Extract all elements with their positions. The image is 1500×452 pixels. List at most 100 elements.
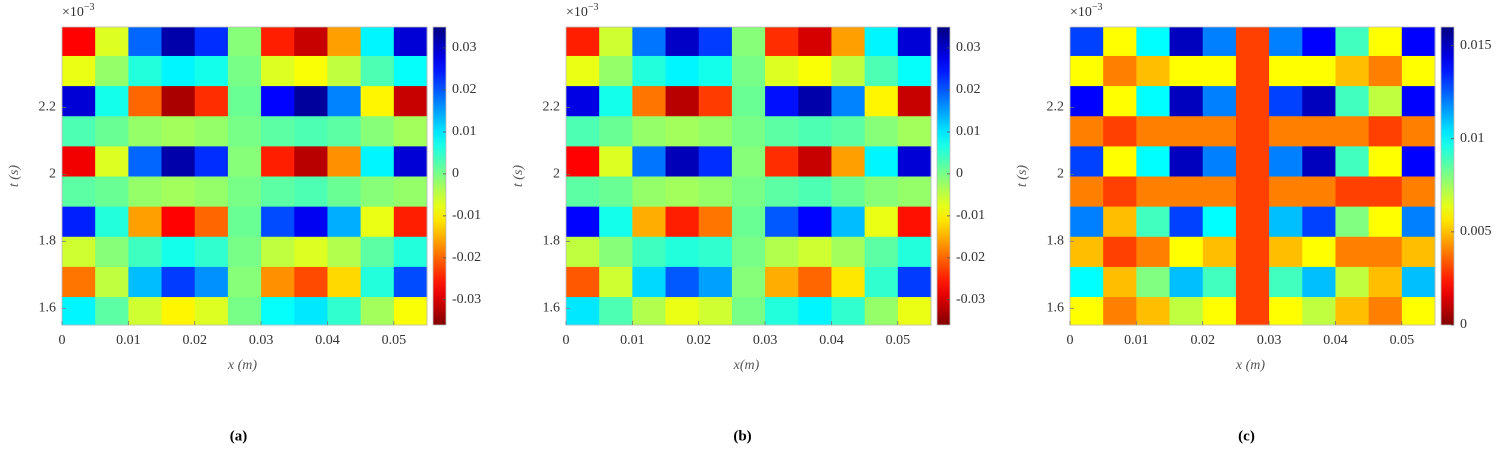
heatmap-cell (1169, 266, 1204, 298)
heatmap-cell (731, 115, 766, 147)
heatmap-cell (95, 85, 129, 117)
heatmap-cell (698, 115, 733, 147)
heatmap-cell (227, 85, 262, 117)
colorbar (936, 26, 951, 326)
heatmap-cell (665, 55, 700, 87)
heatmap-cell (128, 266, 163, 298)
heatmap-cell (897, 176, 932, 207)
heatmap-cell (161, 176, 196, 207)
heatmap-cell (731, 176, 766, 207)
heatmap-cell (1368, 55, 1403, 87)
heatmap-cell (95, 296, 129, 326)
colorbar-tick-label: -0.03 (956, 292, 985, 307)
heatmap-cell (765, 296, 799, 326)
x-axis-label: x (m) (227, 358, 257, 373)
heatmap-cell (1368, 206, 1403, 237)
heatmap-cell (1302, 266, 1336, 298)
heatmap-cell (1235, 85, 1270, 117)
colorbar-tick-label: 0.03 (956, 40, 981, 55)
heatmap-cell (599, 176, 633, 207)
heatmap-cell (261, 145, 295, 177)
heatmap-cell (765, 266, 799, 298)
heatmap-cell (128, 236, 163, 267)
heatmap-cell (864, 236, 899, 267)
heatmap-cell (1169, 27, 1204, 56)
heatmap-cell (831, 266, 866, 298)
heatmap-cell (897, 236, 932, 267)
heatmap-cell (393, 236, 428, 267)
heatmap-cell (95, 176, 129, 207)
heatmap-cell (227, 176, 262, 207)
heatmap-cell (864, 55, 899, 87)
heatmap-cell (194, 27, 229, 56)
heatmap-cell (261, 236, 295, 267)
y-tick-label: 2 (553, 167, 560, 182)
heatmap-cell (897, 206, 932, 237)
heatmap-cell (261, 176, 295, 207)
heatmap-cell (1070, 176, 1104, 207)
multiplier-base: ×10 (1070, 5, 1092, 20)
heatmap-cell (360, 266, 395, 298)
heatmap-cell (599, 236, 633, 267)
heatmap-cell (62, 266, 96, 298)
heatmap-cell (227, 266, 262, 298)
colorbar-tick-label: -0.03 (452, 292, 481, 307)
heatmap-cell (599, 27, 633, 56)
heatmap-cell (1235, 145, 1270, 177)
heatmap-cell (95, 115, 129, 147)
heatmap-cell (864, 27, 899, 56)
heatmap-cell (1235, 176, 1270, 207)
multiplier-base: ×10 (62, 5, 84, 20)
heatmap-cell (831, 145, 866, 177)
heatmap-cell (1401, 236, 1436, 267)
heatmap-cell (393, 176, 428, 207)
heatmap-cell (566, 236, 600, 267)
heatmap-cell (798, 85, 832, 117)
heatmap-cell (1269, 296, 1303, 326)
y-multiplier: ×10−3 (1070, 2, 1103, 20)
colorbar-tick-label: -0.02 (452, 250, 481, 265)
heatmap-cell (128, 115, 163, 147)
y-tick-label: 2.2 (543, 100, 561, 115)
heatmap-cell (1302, 145, 1336, 177)
heatmap-cell (194, 266, 229, 298)
panel-caption: (c) (1238, 428, 1255, 444)
heatmap-cell (1368, 176, 1403, 207)
heatmap-cell (360, 176, 395, 207)
heatmap-cell (831, 236, 866, 267)
heatmap-cell (1202, 206, 1237, 237)
heatmap-cell (665, 176, 700, 207)
heatmap-cell (294, 176, 328, 207)
heatmap-cell (1235, 206, 1270, 237)
heatmap-cell (1136, 55, 1171, 87)
heatmap-cell (128, 145, 163, 177)
heatmap-cell (1103, 115, 1137, 147)
heatmap-cell (1070, 236, 1104, 267)
x-tick-label: 0.02 (182, 333, 207, 348)
y-tick-label: 1.6 (1047, 300, 1065, 315)
heatmap-cell (1169, 296, 1204, 326)
heatmap-cell (897, 266, 932, 298)
x-tick-label: 0.01 (620, 333, 645, 348)
heatmap-cell (1235, 115, 1270, 147)
heatmap-cell (227, 296, 262, 326)
heatmap-cell (95, 206, 129, 237)
heatmap-cell (665, 27, 700, 56)
heatmap-cell (1401, 296, 1436, 326)
y-multiplier: ×10−3 (566, 2, 599, 20)
heatmap-cell (261, 27, 295, 56)
heatmap-cell (327, 236, 362, 267)
heatmap-cell (1202, 27, 1237, 56)
heatmap-cell (698, 27, 733, 56)
heatmap-cell (1103, 236, 1137, 267)
colorbar-tick-label: 0.01 (452, 124, 477, 139)
heatmap-cell (161, 85, 196, 117)
heatmap-cell (566, 206, 600, 237)
heatmap-cell (1269, 266, 1303, 298)
heatmap-cell (897, 145, 932, 177)
heatmap-cell (566, 266, 600, 298)
heatmap-cell (1401, 176, 1436, 207)
heatmap-cell (831, 206, 866, 237)
plot-frame (1069, 26, 1436, 326)
heatmap-cell (1136, 176, 1171, 207)
